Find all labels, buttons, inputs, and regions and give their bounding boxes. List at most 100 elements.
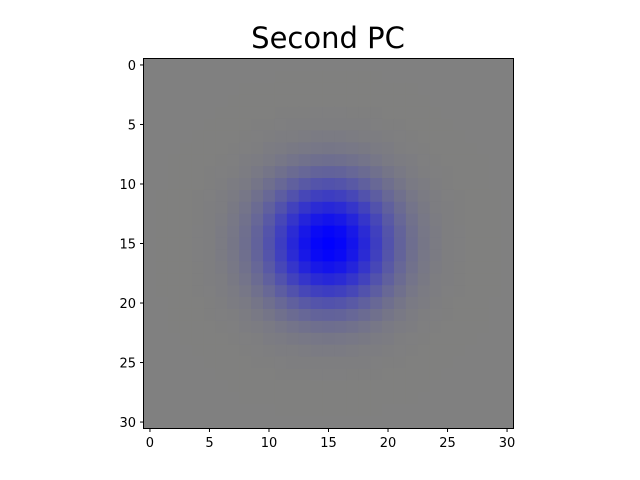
heatmap-cell <box>501 237 514 251</box>
heatmap-cell <box>501 273 514 286</box>
heatmap-cell <box>167 142 181 155</box>
heatmap-cell <box>334 273 347 286</box>
heatmap-cell <box>346 106 359 120</box>
heatmap-cell <box>179 70 193 84</box>
heatmap-cell <box>346 356 359 370</box>
heatmap-cell <box>346 225 359 239</box>
heatmap-cell <box>382 368 395 381</box>
heatmap-cell <box>263 356 276 370</box>
heatmap-cell <box>274 189 288 203</box>
heatmap-cell <box>441 344 455 358</box>
heatmap-cell <box>286 273 300 286</box>
heatmap-cell <box>144 94 157 108</box>
heatmap-cell <box>417 297 431 310</box>
heatmap-cell <box>370 261 383 274</box>
heatmap-cell <box>191 320 205 334</box>
heatmap-cell <box>155 380 169 393</box>
heatmap-cell <box>393 356 407 370</box>
heatmap-cell <box>346 297 359 310</box>
heatmap-cell <box>405 106 419 120</box>
heatmap-cell <box>298 416 312 429</box>
heatmap-cell <box>370 154 383 167</box>
heatmap-cell <box>382 118 395 132</box>
heatmap-cell <box>239 368 252 381</box>
heatmap-cell <box>501 213 514 227</box>
heatmap-cell <box>465 356 478 370</box>
heatmap-cell <box>215 356 228 370</box>
heatmap-cell <box>251 94 264 108</box>
heatmap-cell <box>274 404 288 417</box>
heatmap-cell <box>227 142 240 155</box>
heatmap-cell <box>251 142 264 155</box>
heatmap-cell <box>251 82 264 96</box>
heatmap-cell <box>144 213 157 227</box>
x-axis: 0 5 10 15 20 25 30 <box>146 428 515 451</box>
heatmap-cell <box>227 130 240 143</box>
heatmap-cell <box>167 368 181 381</box>
heatmap-cell <box>179 201 193 215</box>
heatmap-cell <box>453 130 466 143</box>
heatmap-cell <box>286 356 300 370</box>
heatmap-cell <box>191 225 205 239</box>
heatmap-cell <box>179 392 193 405</box>
heatmap-cell <box>405 297 419 310</box>
heatmap-cell <box>215 249 228 262</box>
heatmap-cell <box>489 106 502 120</box>
heatmap-cell <box>310 392 324 405</box>
heatmap-cell <box>370 94 383 108</box>
heatmap-cell <box>370 285 383 298</box>
heatmap-cell <box>274 166 288 179</box>
heatmap-cell <box>215 94 228 108</box>
heatmap-cell <box>263 261 276 274</box>
heatmap-cell <box>310 416 324 429</box>
heatmap-cell <box>465 237 478 251</box>
heatmap-cell <box>155 59 169 72</box>
heatmap-cell <box>501 249 514 262</box>
heatmap-cell <box>286 118 300 132</box>
heatmap-cell <box>144 392 157 405</box>
heatmap-cell <box>191 380 205 393</box>
heatmap-cell <box>370 380 383 393</box>
heatmap-cell <box>179 142 193 155</box>
heatmap-cell <box>155 130 169 143</box>
heatmap-cell <box>405 178 419 191</box>
heatmap-cell <box>322 166 336 179</box>
y-tick-label: 0 <box>128 59 136 74</box>
heatmap-cell <box>227 201 240 215</box>
heatmap-cell <box>465 213 478 227</box>
heatmap-cell <box>477 201 490 215</box>
heatmap-cell <box>429 142 443 155</box>
heatmap-cell <box>477 130 490 143</box>
heatmap-cell <box>501 106 514 120</box>
heatmap-cell <box>370 297 383 310</box>
heatmap-cell <box>417 178 431 191</box>
heatmap-cell <box>310 94 324 108</box>
heatmap-cell <box>393 308 407 322</box>
heatmap-cell <box>393 297 407 310</box>
heatmap-cell <box>215 166 228 179</box>
heatmap-cell <box>322 82 336 96</box>
heatmap-cell <box>274 392 288 405</box>
heatmap-cell <box>191 344 205 358</box>
heatmap-cell <box>191 178 205 191</box>
heatmap-cell <box>393 70 407 84</box>
heatmap-cell <box>453 178 466 191</box>
heatmap-cell <box>298 320 312 334</box>
heatmap-cell <box>203 344 217 358</box>
heatmap-cell <box>501 178 514 191</box>
heatmap-cell <box>334 154 347 167</box>
heatmap-cell <box>310 142 324 155</box>
heatmap-cell <box>346 380 359 393</box>
heatmap-cell <box>334 178 347 191</box>
heatmap-cell <box>501 142 514 155</box>
heatmap-cell <box>322 118 336 132</box>
heatmap-cell <box>334 70 347 84</box>
heatmap-cell <box>477 344 490 358</box>
heatmap-cells <box>144 59 514 429</box>
heatmap-cell <box>215 59 228 72</box>
heatmap-cell <box>382 308 395 322</box>
heatmap-cell <box>191 237 205 251</box>
heatmap-cell <box>310 332 324 346</box>
heatmap-cell <box>251 59 264 72</box>
heatmap-cell <box>167 404 181 417</box>
